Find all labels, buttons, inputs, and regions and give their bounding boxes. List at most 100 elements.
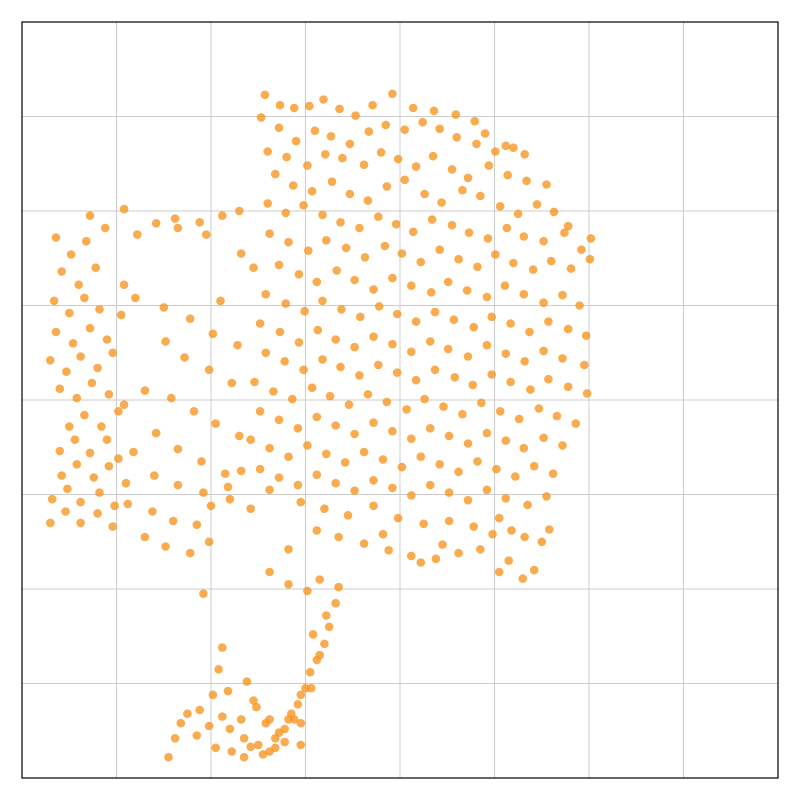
data-point (368, 100, 377, 110)
data-point (291, 136, 301, 146)
data-point (123, 499, 133, 509)
data-point (425, 480, 435, 490)
data-point (449, 315, 459, 325)
data-point (369, 418, 378, 428)
data-point (235, 206, 244, 216)
data-point (407, 491, 416, 500)
data-point (408, 227, 418, 237)
data-point (340, 458, 350, 467)
data-point (369, 501, 378, 511)
data-point (236, 715, 246, 724)
plot-frame (21, 21, 779, 779)
data-point (537, 537, 547, 547)
data-point (121, 478, 131, 488)
data-point (211, 419, 220, 428)
data-point (546, 256, 556, 266)
data-point (281, 299, 291, 308)
data-point (93, 509, 102, 518)
data-point (523, 500, 532, 510)
data-point (55, 446, 65, 456)
data-point (511, 472, 520, 481)
data-point (503, 170, 512, 180)
data-point (388, 483, 397, 493)
data-point (526, 385, 535, 394)
data-point (318, 296, 327, 306)
data-point (312, 412, 322, 422)
data-point (463, 495, 473, 505)
data-point (430, 365, 440, 375)
data-point (411, 375, 421, 385)
data-point (482, 340, 492, 350)
data-point (407, 551, 416, 561)
data-point (271, 743, 280, 753)
data-point (180, 353, 189, 362)
data-point (252, 702, 261, 712)
data-point (263, 147, 273, 156)
data-point (76, 518, 85, 528)
data-point (369, 285, 378, 294)
data-point (296, 740, 306, 750)
data-point (463, 173, 473, 183)
data-point (343, 511, 353, 520)
data-point (216, 296, 225, 306)
data-point (204, 721, 214, 731)
data-point (458, 409, 467, 419)
data-point (504, 556, 513, 565)
data-point (381, 120, 391, 130)
data-point (159, 303, 169, 312)
data-point (359, 160, 369, 169)
data-point (250, 377, 259, 387)
data-point (256, 113, 266, 122)
data-point (563, 382, 573, 392)
data-point (529, 565, 539, 575)
data-point (299, 201, 308, 210)
data-point (520, 150, 529, 159)
data-point (95, 488, 104, 497)
data-point (61, 507, 70, 516)
data-point (411, 162, 421, 171)
data-point (392, 368, 402, 377)
data-point (356, 312, 365, 322)
data-point (416, 558, 426, 567)
data-point (167, 393, 176, 403)
data-point (249, 696, 258, 705)
data-point (447, 220, 457, 230)
data-point (303, 161, 312, 170)
data-point (197, 457, 206, 466)
data-point (501, 349, 511, 359)
data-point (558, 290, 567, 300)
data-point (581, 331, 591, 341)
data-point (265, 567, 274, 577)
data-point (397, 249, 407, 258)
data-point (582, 389, 592, 398)
data-point (151, 219, 161, 228)
data-point (284, 580, 293, 589)
data-point (519, 232, 529, 241)
data-point (249, 263, 258, 273)
data-point (304, 246, 313, 255)
data-point (225, 724, 235, 734)
data-point (438, 540, 447, 549)
data-point (482, 428, 492, 438)
data-point (70, 435, 80, 445)
data-point (408, 103, 418, 113)
data-point (369, 476, 378, 485)
data-point (189, 407, 199, 416)
data-point (104, 390, 114, 399)
data-point (534, 404, 544, 413)
data-point (176, 718, 186, 728)
data-point (363, 196, 373, 205)
data-point (495, 407, 505, 416)
data-point (129, 447, 138, 457)
data-point (571, 419, 581, 428)
data-point (282, 152, 291, 162)
data-point (318, 210, 327, 220)
data-point (284, 452, 293, 462)
data-point (261, 289, 271, 299)
data-point (430, 307, 440, 317)
data-point (319, 95, 328, 104)
data-point (532, 200, 542, 209)
data-point (463, 352, 473, 361)
data-point (382, 182, 392, 191)
